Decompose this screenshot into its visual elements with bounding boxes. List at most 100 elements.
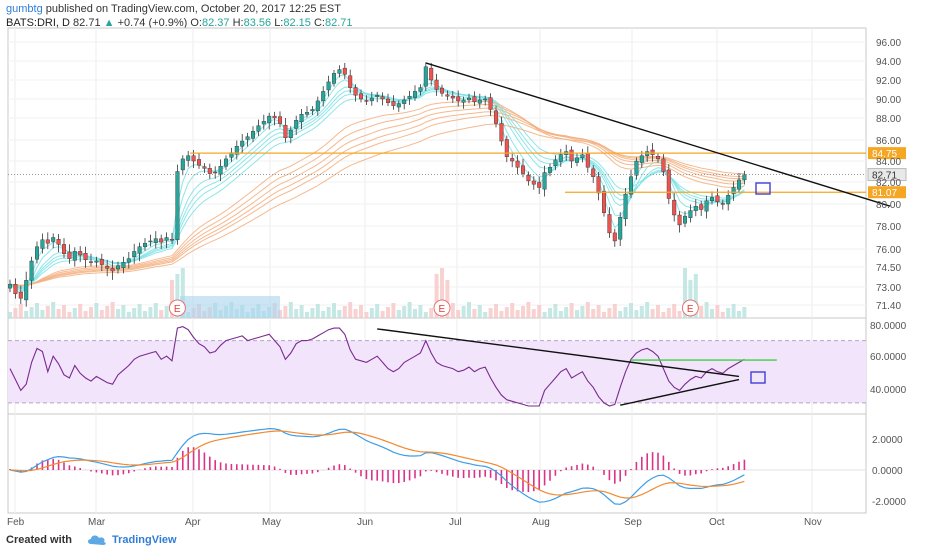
candle-90 <box>494 105 499 128</box>
volume-bar-106 <box>580 306 585 318</box>
earnings-marker-0: E <box>168 299 186 317</box>
author-name[interactable]: gumbtg <box>6 3 43 15</box>
price-trendline <box>425 62 891 207</box>
volume-bar-130 <box>710 309 714 318</box>
ema-slow-60 <box>9 123 745 286</box>
trendlines[interactable] <box>425 62 891 207</box>
candle-body-83 <box>456 96 461 102</box>
candle-128 <box>699 200 704 216</box>
rsi-breakout-box <box>750 371 766 384</box>
candle-body-75 <box>413 91 418 98</box>
volume-bar-133 <box>726 308 731 318</box>
published-text: published on TradingView.com, October 20… <box>45 3 341 15</box>
volume-bar-89 <box>488 308 493 318</box>
candle-134 <box>731 181 736 201</box>
candle-body-31 <box>175 171 180 241</box>
last-price-tag: 82.71 <box>872 171 897 182</box>
price-tick-8: 80.00 <box>876 200 901 211</box>
symbol-label[interactable]: BATS:DRI, D <box>6 17 70 29</box>
candle-body-80 <box>440 87 445 94</box>
candle-113 <box>618 212 623 247</box>
volume-bar-9 <box>56 309 61 318</box>
candle-body-93 <box>510 158 515 162</box>
candle-body-67 <box>369 97 374 102</box>
created-with-label: Created with <box>6 534 73 546</box>
volume-bar-90 <box>494 304 498 318</box>
candle-18 <box>105 259 110 277</box>
volume-bar-135 <box>737 311 741 318</box>
candle-62 <box>342 62 347 80</box>
ema-slow-50 <box>9 115 745 286</box>
candle-53 <box>294 115 299 135</box>
price-tick-10: 76.00 <box>876 245 901 256</box>
candle-body-38 <box>213 171 218 174</box>
candle-107 <box>585 146 590 173</box>
candle-49 <box>272 111 277 126</box>
volume-bar-101 <box>553 304 558 318</box>
volume-bar-79 <box>434 274 439 318</box>
volume-bar-92 <box>504 307 509 318</box>
volume-bar-29 <box>164 306 169 318</box>
candle-body-133 <box>726 194 731 205</box>
candle-body-53 <box>294 119 299 129</box>
candle-111 <box>607 207 612 238</box>
candle-body-1 <box>13 284 18 294</box>
candle-body-107 <box>585 152 590 168</box>
candle-117 <box>639 151 644 168</box>
earnings-marker-2: E <box>681 299 699 317</box>
candle-body-110 <box>602 191 607 214</box>
candle-123 <box>672 193 677 222</box>
candle-33 <box>186 151 191 167</box>
volume-bar-7 <box>45 306 50 318</box>
volume-bar-59 <box>326 307 331 318</box>
volume-bar-112 <box>612 304 617 318</box>
candle-body-114 <box>623 193 628 220</box>
volume-bar-81 <box>445 280 450 318</box>
candle-body-26 <box>148 240 153 243</box>
rsi-panel <box>9 326 777 407</box>
rsi-tick-0: 80.0000 <box>870 321 907 332</box>
price-tick-5: 86.00 <box>876 136 901 147</box>
candle-4 <box>29 256 34 289</box>
volume-bar-8 <box>51 302 56 318</box>
earnings-marker-label-2: E <box>687 304 694 315</box>
candle-96 <box>526 171 531 186</box>
candle-body-104 <box>569 149 574 162</box>
candle-body-64 <box>353 87 358 96</box>
candle-body-62 <box>342 67 347 75</box>
candle-body-8 <box>51 237 56 242</box>
volume-bar-109 <box>596 305 601 318</box>
candle-body-27 <box>153 238 158 243</box>
rsi-shaded-band <box>8 340 866 403</box>
volume-bar-75 <box>413 309 417 318</box>
tradingview-cloud-icon <box>88 535 106 545</box>
candle-body-14 <box>83 252 88 260</box>
candle-46 <box>256 119 261 136</box>
chart-canvas[interactable]: 84.75 81.07 82.71 E E E 96.00 94.00 92.00 90.00… <box>0 0 932 530</box>
candle-23 <box>132 243 137 264</box>
volume-bar-128 <box>699 306 704 318</box>
candle-29 <box>164 232 169 249</box>
candle-body-47 <box>261 121 266 125</box>
volume-bar-134 <box>731 304 736 318</box>
candle-89 <box>488 93 493 116</box>
candle-125 <box>683 211 688 228</box>
candle-6 <box>40 233 45 254</box>
candle-92 <box>504 135 509 163</box>
axes: 96.00 94.00 92.00 90.00 88.00 86.00 84.00 82.00… <box>7 38 907 528</box>
horizontal-levels[interactable]: 84.75 81.07 82.71 <box>8 147 907 199</box>
candle-21 <box>121 256 126 274</box>
volume-bar-107 <box>585 302 590 318</box>
candle-116 <box>634 157 639 180</box>
volume-bar-0 <box>8 312 12 318</box>
candle-body-3 <box>24 280 29 301</box>
candle-body-57 <box>315 100 320 112</box>
candle-3 <box>24 271 29 307</box>
candle-body-113 <box>618 216 623 240</box>
tradingview-brand[interactable]: TradingView <box>112 534 177 546</box>
volume-bar-84 <box>461 306 466 318</box>
month-tick-2: Apr <box>185 517 201 528</box>
volume-bar-91 <box>499 311 504 318</box>
volume-bar-57 <box>315 304 320 318</box>
